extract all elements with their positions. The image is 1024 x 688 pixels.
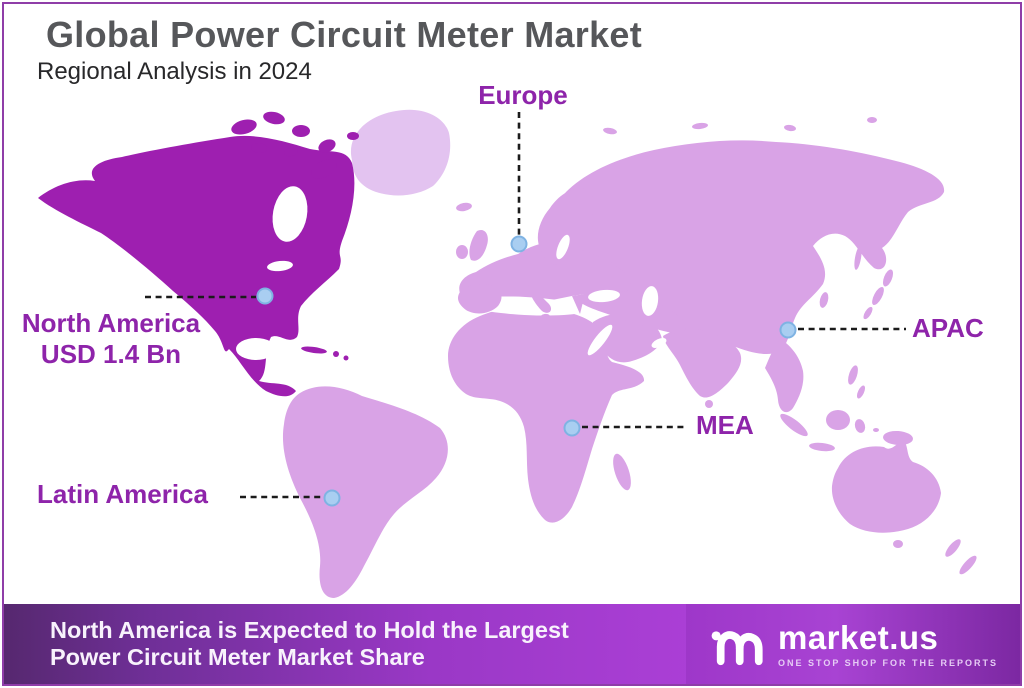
marketus-logo-icon (711, 631, 763, 666)
region-label-apac: APAC (912, 313, 984, 343)
bottom-banner: North America is Expected to Hold the La… (4, 604, 1020, 684)
marker-apac (779, 321, 797, 339)
map-region-south-america (282, 386, 448, 598)
region-label-north-america-name: North America (21, 308, 201, 338)
region-label-north-america-value: USD 1.4 Bn (40, 339, 182, 369)
region-label-europe: Europe (478, 80, 568, 110)
brand-name: market.us (777, 618, 939, 656)
region-label-mea: MEA (696, 410, 754, 440)
region-label-latin-america: Latin America (37, 479, 208, 509)
banner-headline: North America is Expected to Hold the La… (4, 617, 569, 671)
banner-headline-line1: North America is Expected to Hold the La… (50, 617, 569, 643)
marker-north-america (256, 287, 274, 305)
region-label-north-america: North America USD 1.4 Bn (8, 308, 214, 370)
map-europe-islands (456, 117, 877, 321)
map-region-north-america (38, 111, 359, 397)
marker-mea (563, 419, 581, 437)
map-seas (458, 234, 686, 356)
brand-logo-panel: market.us ONE STOP SHOP FOR THE REPORTS (686, 604, 1020, 684)
marker-latin-america (323, 489, 341, 507)
page-subtitle: Regional Analysis in 2024 (37, 58, 312, 85)
page-title: Global Power Circuit Meter Market (46, 14, 643, 55)
map-region-africa (448, 306, 645, 523)
map-region-greenland (350, 109, 451, 196)
marker-europe (510, 235, 528, 253)
map-region-oceania (780, 365, 977, 575)
map-east-asia-islands (705, 246, 894, 408)
brand-tagline: ONE STOP SHOP FOR THE REPORTS (777, 657, 999, 668)
banner-headline-line2: Power Circuit Meter Market Share (50, 644, 425, 670)
brand-logo-text: market.us ONE STOP SHOP FOR THE REPORTS (778, 621, 998, 668)
